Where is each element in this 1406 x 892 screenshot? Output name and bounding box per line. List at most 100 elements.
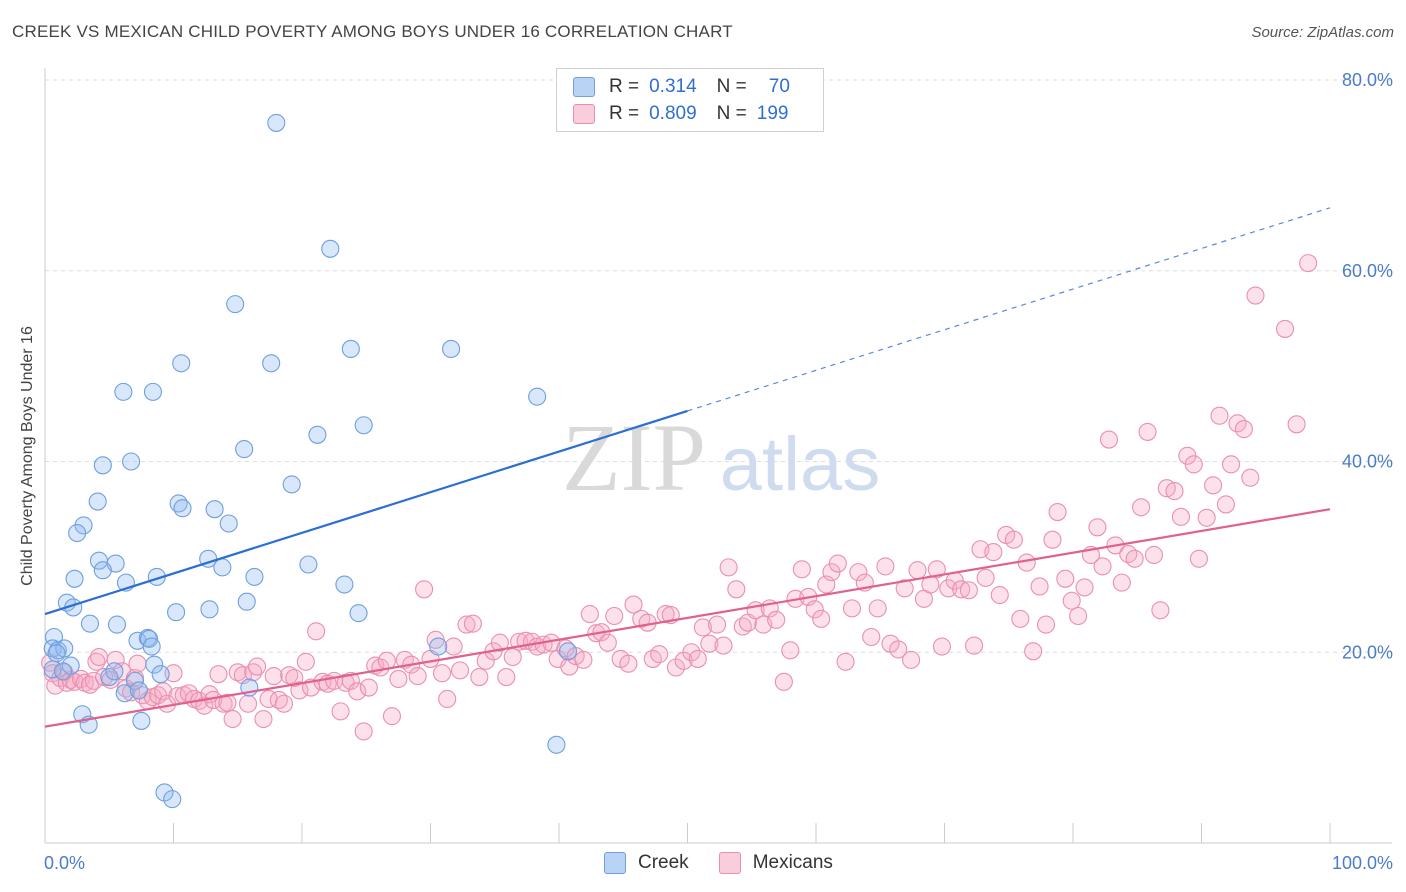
creek-point bbox=[105, 662, 124, 681]
mexicans-n-label: N = bbox=[716, 103, 747, 124]
creek-point bbox=[226, 295, 245, 314]
creek-point bbox=[100, 667, 119, 687]
mexicans-point bbox=[264, 667, 283, 686]
mexicans-point bbox=[927, 560, 946, 579]
mexicans-point bbox=[354, 722, 373, 741]
mexicans-point bbox=[976, 568, 995, 587]
creek-point bbox=[93, 561, 112, 580]
y-tick-label: 60.0% bbox=[1342, 261, 1393, 281]
mexicans-point bbox=[952, 580, 971, 599]
legend-row-mexicans: R = 0.809 N = 199 bbox=[573, 102, 788, 126]
mexicans-point bbox=[382, 707, 402, 726]
creek-point bbox=[172, 354, 191, 373]
creek-point bbox=[558, 642, 578, 661]
creek-point bbox=[237, 592, 256, 611]
mexicans-point bbox=[939, 579, 958, 598]
mexicans-trend-line bbox=[44, 508, 1331, 728]
axis-layer bbox=[44, 68, 1392, 844]
mexicans-point bbox=[433, 664, 452, 683]
mexicans-point bbox=[274, 694, 294, 713]
creek-point bbox=[213, 558, 232, 577]
creek-n-label: N = bbox=[716, 76, 747, 97]
creek-point bbox=[429, 637, 448, 656]
mexicans-point bbox=[1062, 591, 1081, 610]
mexicans-point bbox=[1056, 569, 1075, 588]
creek-point bbox=[173, 499, 192, 518]
mexicans-r-label: R = bbox=[609, 103, 640, 124]
mexicans-legend-label: Mexicans bbox=[752, 852, 833, 873]
mexicans-point bbox=[650, 645, 669, 664]
creek-point bbox=[219, 514, 238, 533]
mexicans-point bbox=[1275, 319, 1295, 338]
mexicans-point bbox=[719, 558, 738, 577]
mexicans-point bbox=[1088, 518, 1107, 537]
mexicans-point bbox=[1024, 642, 1043, 661]
creek-point bbox=[74, 516, 93, 535]
mexicans-point bbox=[1234, 420, 1253, 439]
creek-point bbox=[122, 452, 141, 471]
mexicans-point bbox=[781, 641, 800, 660]
mexicans-point bbox=[849, 563, 868, 582]
watermark-zip: ZIP bbox=[562, 404, 706, 511]
y-tick-label: 40.0% bbox=[1342, 452, 1393, 472]
mexicans-point bbox=[463, 614, 482, 633]
mexicans-point bbox=[470, 667, 489, 687]
creek-point bbox=[341, 339, 360, 359]
creek-point bbox=[528, 387, 547, 406]
grid-layer bbox=[45, 79, 1392, 653]
mexicans-point bbox=[812, 609, 831, 628]
mexicans-point bbox=[1210, 406, 1229, 425]
mexicans-point bbox=[451, 661, 470, 680]
mexicans-point bbox=[868, 599, 887, 618]
creek-point bbox=[205, 500, 224, 519]
mexicans-point bbox=[1189, 549, 1208, 568]
mexicans-point bbox=[307, 622, 326, 641]
creek-r-label: R = bbox=[609, 76, 640, 97]
creek-point bbox=[151, 665, 170, 684]
mexicans-point bbox=[1246, 286, 1265, 305]
mexicans-point bbox=[1204, 476, 1223, 495]
mexicans-point bbox=[727, 580, 746, 599]
mexicans-point bbox=[876, 557, 895, 576]
creek-legend-swatch bbox=[604, 852, 626, 874]
mexicans-point bbox=[767, 610, 786, 629]
mexicans-point bbox=[1075, 578, 1094, 597]
mexicans-point bbox=[87, 652, 106, 671]
mexicans-point bbox=[1197, 508, 1216, 527]
creek-point bbox=[125, 671, 144, 690]
creek-point bbox=[115, 684, 134, 703]
legend-item-mexicans[interactable]: Mexicans bbox=[718, 852, 833, 874]
creek-point bbox=[107, 615, 127, 634]
creek-point bbox=[93, 456, 112, 475]
x-tick-label: 100.0% bbox=[1332, 853, 1393, 873]
mexicans-point bbox=[862, 627, 881, 647]
mexicans-point bbox=[984, 543, 1003, 562]
creek-point bbox=[80, 614, 100, 633]
mexicans-point bbox=[331, 702, 350, 721]
legend-row-creek: R = 0.314 N = 70 bbox=[573, 75, 790, 99]
mexicans-point bbox=[238, 694, 258, 713]
mexicans-point bbox=[490, 633, 509, 652]
legend-item-creek[interactable]: Creek bbox=[604, 852, 689, 874]
creek-point bbox=[143, 382, 162, 401]
mexicans-point bbox=[1171, 507, 1190, 526]
trend-layer bbox=[44, 207, 1331, 728]
mexicans-point bbox=[1004, 530, 1023, 549]
creek-point bbox=[145, 655, 164, 674]
mexicans-point bbox=[605, 606, 624, 626]
mexicans-point bbox=[828, 554, 847, 573]
mexicans-point bbox=[1099, 430, 1119, 449]
creek-point bbox=[53, 662, 73, 681]
creek-point bbox=[442, 339, 461, 359]
mexicans-point bbox=[1138, 422, 1157, 441]
creek-point bbox=[267, 113, 286, 132]
creek-point bbox=[262, 354, 281, 373]
mexicans-point bbox=[503, 647, 522, 667]
creek-points bbox=[43, 113, 578, 809]
watermark: ZIP atlas bbox=[562, 404, 880, 511]
mexicans-point bbox=[1165, 482, 1184, 501]
mexicans-point bbox=[1112, 573, 1131, 592]
mexicans-point bbox=[223, 709, 242, 729]
creek-point bbox=[245, 567, 264, 586]
mexicans-point bbox=[1030, 577, 1049, 596]
